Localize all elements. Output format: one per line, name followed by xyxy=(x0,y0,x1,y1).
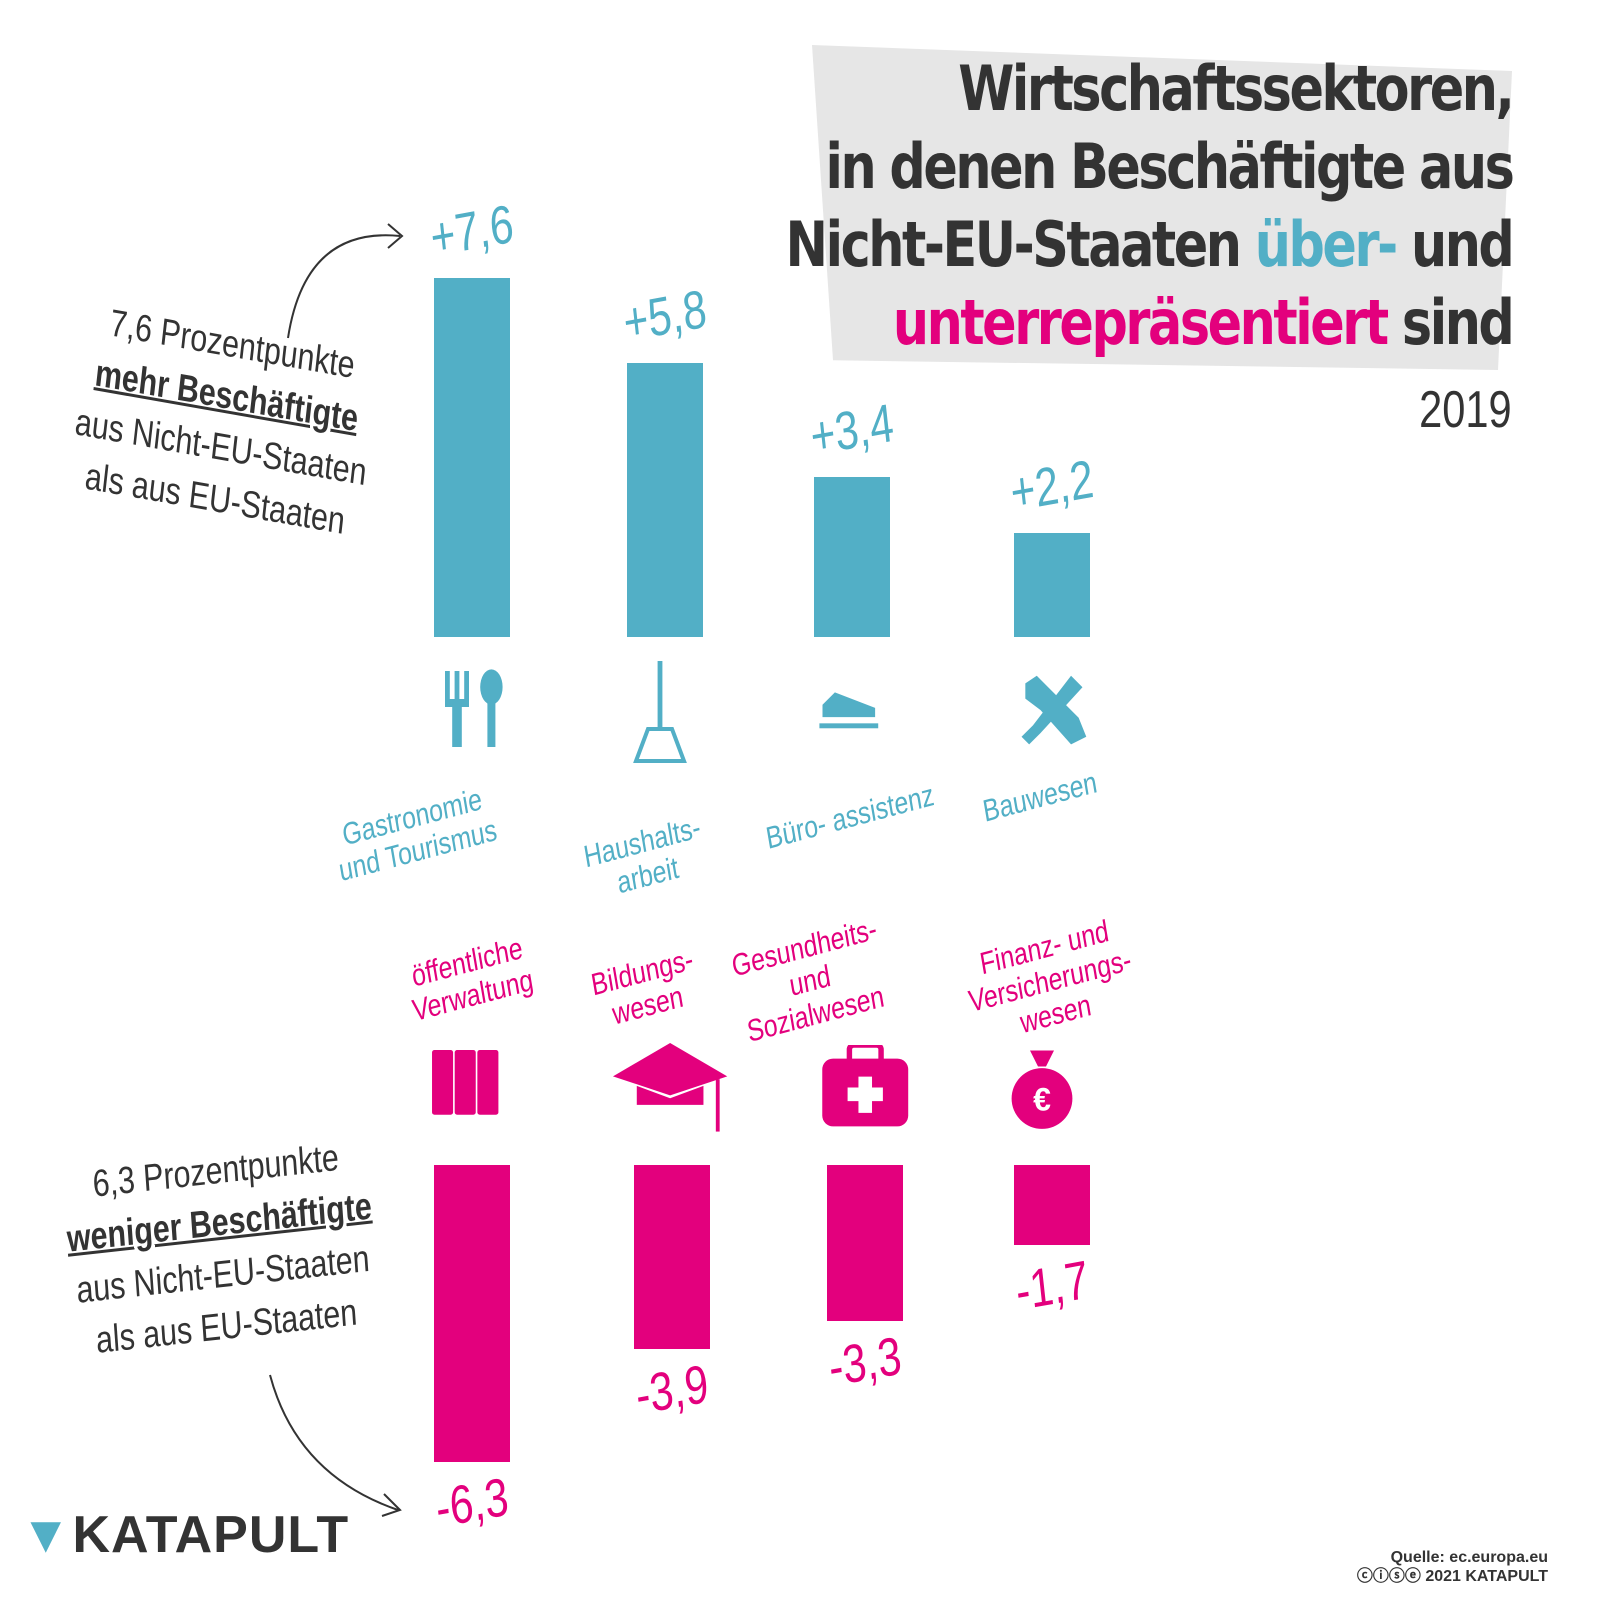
bar xyxy=(434,278,510,637)
arrow-bottom xyxy=(269,1374,402,1517)
bar xyxy=(827,1165,903,1321)
cc-license-icons: ⓒⓘⓢⓔ xyxy=(1356,1568,1426,1585)
graduation-cap-icon xyxy=(612,1043,728,1132)
katapult-logo: ▼KATAPULT xyxy=(20,1506,350,1564)
arrow-top xyxy=(287,223,404,339)
source-text: Quelle: ec.europa.eu xyxy=(1390,1549,1548,1566)
chart-subtitle-year: 2019 xyxy=(1419,381,1512,439)
fork-spoon-icon xyxy=(445,669,503,747)
stapler-icon xyxy=(819,692,879,729)
bar xyxy=(1014,533,1090,637)
bar xyxy=(634,1165,710,1350)
title-line: in denen Beschäftigte aus xyxy=(825,130,1514,203)
title-line: Nicht-EU-Staaten xyxy=(785,208,1241,281)
bar xyxy=(434,1165,510,1463)
bar xyxy=(627,363,703,637)
title-word: und xyxy=(1410,208,1515,281)
bar xyxy=(814,476,890,637)
title-background xyxy=(812,45,1512,370)
bar xyxy=(1014,1165,1090,1246)
broom-icon xyxy=(633,661,687,763)
tools-icon xyxy=(1021,675,1087,745)
title-line: Wirtschaftssektoren, xyxy=(957,52,1515,125)
title-highlight-under: unterrepräsentiert xyxy=(892,286,1388,359)
binders-icon xyxy=(432,1050,499,1115)
license-text: 2021 KATAPULT xyxy=(1425,1568,1548,1585)
source: Quelle: ec.europa.eu ⓒⓘⓢⓔ 2021 KATAPULT xyxy=(1357,1548,1548,1586)
money-bag-euro-icon: € xyxy=(1011,1050,1073,1129)
svg-text:€: € xyxy=(1033,1082,1051,1118)
first-aid-kit-icon xyxy=(822,1045,909,1127)
chart-title: Wirtschaftssektoren, in denen Beschäftig… xyxy=(785,50,1515,362)
title-word: sind xyxy=(1401,286,1515,359)
title-highlight-over: über- xyxy=(1254,208,1397,281)
